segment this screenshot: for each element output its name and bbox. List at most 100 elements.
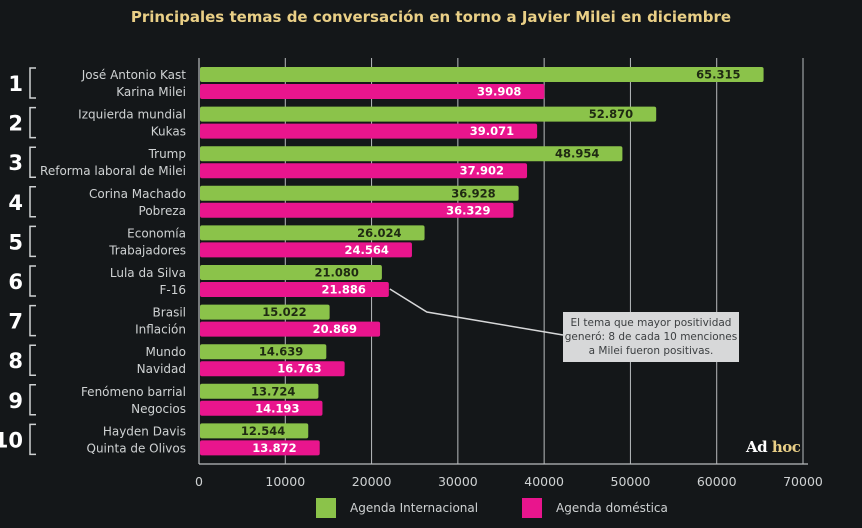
legend-label-international: Agenda Internacional: [350, 501, 479, 515]
value-label-domestic: 37.902: [460, 164, 504, 178]
rank-number: 2: [8, 112, 23, 136]
bar-domestic: [200, 440, 320, 456]
value-label-international: 12.544: [241, 424, 285, 438]
value-label-international: 48.954: [555, 147, 599, 161]
bar-domestic: [200, 163, 528, 179]
category-label-domestic: Quinta de Olivos: [87, 441, 187, 455]
category-label-domestic: F-16: [159, 283, 186, 297]
group-bracket: [29, 265, 36, 297]
group-bracket: [29, 106, 36, 139]
group-bracket: [29, 423, 36, 456]
x-tick-label: 50000: [611, 474, 651, 489]
bar-international: [200, 106, 657, 122]
category-label-domestic: Negocios: [131, 402, 186, 416]
brand-part1: Ad: [746, 438, 768, 456]
bar-international: [200, 304, 330, 320]
bar-domestic: [200, 123, 538, 139]
bar-international: [200, 344, 327, 360]
legend-item-international: Agenda Internacional: [316, 498, 478, 518]
value-label-international: 36.928: [451, 186, 495, 200]
bar-international: [200, 383, 319, 399]
bar-domestic: [200, 321, 381, 337]
group-bracket: [29, 67, 36, 99]
category-label-international: Mundo: [145, 345, 186, 359]
annotation-text: El tema que mayor positividad generó: 8 …: [564, 317, 738, 357]
category-label-domestic: Navidad: [137, 362, 186, 376]
bar-international: [200, 185, 519, 201]
category-label-international: Fenómeno barrial: [81, 385, 186, 399]
rank-number: 6: [8, 270, 23, 294]
rank-number: 5: [8, 230, 23, 254]
x-tick-label: 70000: [783, 474, 823, 489]
category-label-domestic: Pobreza: [139, 204, 186, 218]
value-label-international: 15.022: [262, 305, 306, 319]
category-label-international: Economía: [127, 226, 186, 240]
group-bracket: [29, 344, 36, 376]
rank-number: 8: [8, 349, 23, 373]
x-tick-label: 30000: [438, 474, 478, 489]
bar-domestic: [200, 282, 389, 297]
annotation-leader-line: [389, 288, 564, 336]
group-bracket: [29, 225, 36, 258]
value-label-international: 52.870: [589, 107, 633, 121]
category-label-international: Izquierda mundial: [78, 108, 186, 122]
value-label-international: 26.024: [357, 226, 401, 240]
bar-domestic: [200, 202, 514, 218]
group-bracket: [29, 304, 36, 337]
category-label-domestic: Kukas: [151, 125, 186, 139]
category-label-domestic: Karina Milei: [116, 85, 186, 99]
group-bracket: [29, 146, 36, 178]
category-label-domestic: Reforma laboral de Milei: [40, 164, 186, 178]
annotation-callout: El tema que mayor positividad generó: 8 …: [563, 312, 739, 362]
bar-international: [200, 265, 382, 280]
value-label-international: 14.639: [259, 345, 303, 359]
rank-number: 7: [8, 310, 23, 334]
brand-part2: hoc: [771, 438, 801, 456]
bar-international: [200, 67, 764, 82]
category-label-domestic: Inflación: [135, 323, 186, 337]
chart-title: Principales temas de conversación en tor…: [130, 8, 732, 26]
category-label-international: Brasil: [153, 306, 186, 320]
legend-swatch-domestic: [522, 498, 542, 518]
bar-international: [200, 225, 425, 241]
category-label-international: Trump: [148, 147, 186, 161]
x-tick-label: 60000: [697, 474, 737, 489]
legend-item-domestic: Agenda doméstica: [522, 498, 668, 518]
value-label-domestic: 16.763: [277, 362, 321, 376]
group-bracket: [29, 186, 36, 218]
value-label-international: 65.315: [696, 68, 740, 82]
rank-number: 1: [8, 72, 23, 96]
rank-number: 9: [8, 389, 23, 413]
value-label-domestic: 24.564: [345, 243, 389, 257]
category-label-international: Hayden Davis: [103, 424, 186, 438]
bar-domestic: [200, 361, 345, 377]
bar-domestic: [200, 84, 545, 99]
value-label-domestic: 39.908: [477, 85, 521, 99]
x-tick-label: 20000: [352, 474, 392, 489]
category-label-domestic: Trabajadores: [108, 243, 186, 257]
value-label-domestic: 14.193: [255, 401, 299, 415]
rank-number: 10: [0, 428, 23, 452]
value-label-domestic: 21.886: [321, 283, 365, 297]
value-label-domestic: 36.329: [446, 203, 490, 217]
value-label-international: 13.724: [251, 384, 295, 398]
bar-domestic: [200, 400, 323, 416]
legend-label-domestic: Agenda doméstica: [556, 501, 668, 515]
category-label-international: José Antonio Kast: [81, 68, 187, 82]
value-label-domestic: 13.872: [252, 441, 296, 455]
category-label-international: Corina Machado: [89, 187, 186, 201]
value-label-domestic: 39.071: [470, 124, 514, 138]
x-tick-label: 40000: [524, 474, 564, 489]
group-bracket: [29, 384, 36, 416]
rank-number: 3: [8, 151, 23, 175]
bar-international: [200, 146, 623, 162]
x-tick-label: 0: [195, 474, 203, 489]
bar-international: [200, 423, 309, 439]
value-label-international: 21.080: [314, 266, 358, 280]
legend-swatch-international: [316, 498, 336, 518]
bar-domestic: [200, 242, 412, 258]
brand-logo: Ad hoc: [746, 438, 801, 456]
category-label-international: Lula da Silva: [110, 266, 186, 280]
x-tick-label: 10000: [265, 474, 305, 489]
